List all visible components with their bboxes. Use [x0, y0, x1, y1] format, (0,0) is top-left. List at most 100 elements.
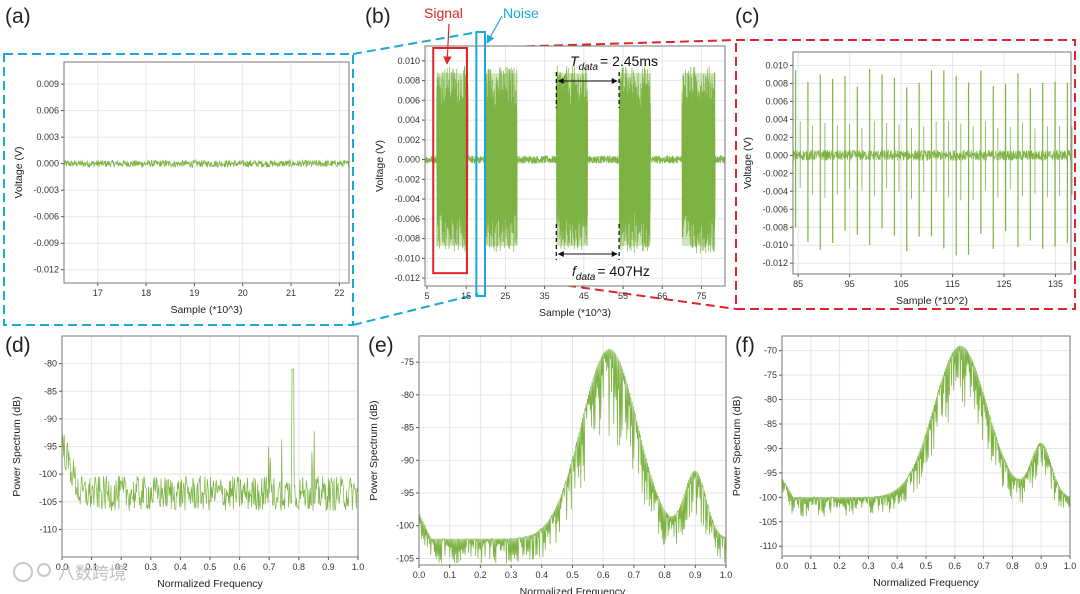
y-tick-label: 0.002 — [765, 132, 788, 142]
y-tick-label: 0.003 — [36, 132, 59, 142]
y-tick-label: -110 — [760, 541, 777, 551]
y-tick-label: -75 — [401, 357, 414, 367]
x-tick-label: 0.6 — [949, 561, 962, 571]
burst-fill — [681, 73, 716, 246]
y-tick-label: -80 — [764, 395, 777, 405]
noise-region-box — [475, 31, 487, 297]
y-tick-label: 0.008 — [765, 78, 788, 88]
y-tick-label: -105 — [39, 497, 57, 507]
x-tick-label: 0.1 — [85, 562, 98, 572]
x-tick-label: 95 — [845, 279, 855, 289]
y-tick-label: -105 — [759, 517, 777, 527]
chart-c-signal-zoom: 85 95 105 115 125 135 0.010 0.008 0.006 0.004 0.00… — [742, 51, 1073, 307]
x-tick-label: 0.1 — [443, 570, 456, 580]
f-data-label-symbol: f — [572, 263, 578, 279]
x-tick-label: 0.3 — [145, 562, 158, 572]
x-tick-label: 15 — [461, 291, 471, 301]
y-tick-label: -0.012 — [33, 265, 59, 275]
x-tick-label: 0.3 — [862, 561, 875, 571]
x-tick-label: 66 — [657, 291, 667, 301]
x-tick-label: 1.0 — [720, 570, 733, 580]
y-tick-label: -0.003 — [33, 185, 59, 195]
y-tick-label: 0.000 — [765, 150, 788, 160]
watermark-icon-dot — [37, 563, 51, 577]
x-axis-title: Sample (*10^2) — [896, 295, 968, 307]
panel-label-f: (f) — [735, 334, 755, 357]
x-tick-label: 0.9 — [1035, 561, 1048, 571]
y-tick-label: -85 — [401, 423, 414, 433]
x-tick-label: 0.5 — [920, 561, 933, 571]
y-tick-label: -0.004 — [762, 186, 788, 196]
x-tick-label: 0.7 — [263, 562, 276, 572]
x-tick-label: 22 — [334, 288, 344, 298]
burst-trace — [424, 65, 726, 254]
watermark-icon — [13, 562, 33, 582]
x-tick-label: 0.2 — [833, 561, 846, 571]
x-tick-label: 17 — [93, 288, 103, 298]
x-tick-label: 35 — [540, 291, 550, 301]
y-axis-title: Voltage (V) — [742, 137, 754, 189]
signal-label: Signal — [424, 5, 463, 21]
y-tick-label: 0.004 — [397, 115, 420, 125]
x-tick-label: 0.8 — [1006, 561, 1019, 571]
y-tick-label: -0.006 — [33, 212, 59, 222]
noise-pointer-arrow — [486, 15, 503, 44]
y-tick-label: -90 — [44, 414, 57, 424]
t-data-label-value: = 2.45ms — [600, 53, 658, 69]
x-tick-label: 5 — [424, 291, 429, 301]
x-axis-title: Sample (*10^3) — [170, 304, 242, 316]
y-tick-label: -80 — [401, 390, 414, 400]
x-axis-title: Normalized Frequency — [520, 586, 626, 594]
y-tick-label: -0.010 — [394, 253, 420, 263]
panel-label-c: (c) — [735, 5, 760, 28]
x-tick-label: 0.7 — [628, 570, 641, 580]
x-tick-label: 0.6 — [233, 562, 246, 572]
panel-label-d: (d) — [5, 334, 31, 357]
spectrum-trace — [61, 368, 359, 512]
x-tick-label: 0.9 — [322, 562, 335, 572]
y-tick-label: 0.006 — [765, 96, 788, 106]
x-tick-label: 0.8 — [658, 570, 671, 580]
plot-frame — [781, 335, 1071, 557]
y-tick-label: -110 — [40, 524, 57, 534]
watermark-text: 八数跨境 — [58, 564, 126, 584]
x-tick-label: 45 — [579, 291, 589, 301]
spectrum-trace — [418, 349, 727, 564]
t-data-label-symbol: T — [570, 53, 580, 69]
chart-d-noise-spectrum: 0.0 0.1 0.2 0.3 0.4 0.5 0.6 0.7 0.8 0.9 1.0 -80 -85 -… — [11, 335, 364, 590]
y-tick-label: -0.008 — [762, 222, 788, 232]
x-tick-label: 21 — [286, 288, 296, 298]
y-axis-title: Power Spectrum (dB) — [11, 396, 23, 496]
y-tick-label: -0.009 — [33, 238, 59, 248]
y-tick-label: 0.002 — [397, 135, 420, 145]
y-tick-label: -0.002 — [394, 174, 420, 184]
y-tick-label: -75 — [764, 370, 777, 380]
noise-trace — [63, 158, 350, 169]
signal-pointer-arrow — [443, 23, 452, 65]
plot-frame — [792, 51, 1072, 275]
chart-e-signal-spectrum: 0.0 0.1 0.2 0.3 0.4 0.5 0.6 0.7 0.8 0.9 1.0 -75 -80 -… — [368, 335, 733, 594]
y-tick-label: -95 — [401, 488, 414, 498]
x-tick-label: 0.2 — [115, 562, 128, 572]
chart-f-signal-spectrum: 0.0 0.1 0.2 0.3 0.4 0.5 0.6 0.7 0.8 0.9 1.0 -70 -75 -… — [731, 335, 1076, 589]
zoom-connector-noise-lower — [352, 293, 479, 326]
y-tick-label: 0.006 — [36, 106, 59, 116]
x-tick-label: 0.4 — [174, 562, 187, 572]
watermark-logo: 八数跨境 — [13, 562, 126, 584]
t-data-label: Tdata = 2.45ms — [570, 53, 658, 73]
y-tick-label: -85 — [764, 419, 777, 429]
y-tick-label: -90 — [401, 455, 414, 465]
y-tick-label: -100 — [39, 469, 57, 479]
zoom-frame-noise — [3, 53, 354, 326]
y-axis-title: Voltage (V) — [374, 140, 386, 192]
x-axis-title: Normalized Frequency — [157, 578, 263, 590]
chart-a-noise-zoom: 17 18 19 20 21 22 0.009 0.006 0.003 0.000 -0.003 -0… — [13, 61, 350, 316]
y-axis-title: Power Spectrum (dB) — [731, 396, 743, 496]
noise-label: Noise — [503, 5, 539, 21]
x-tick-label: 18 — [141, 288, 151, 298]
y-tick-label: -0.006 — [762, 204, 788, 214]
x-tick-label: 0.9 — [689, 570, 702, 580]
x-tick-label: 0.0 — [776, 561, 789, 571]
